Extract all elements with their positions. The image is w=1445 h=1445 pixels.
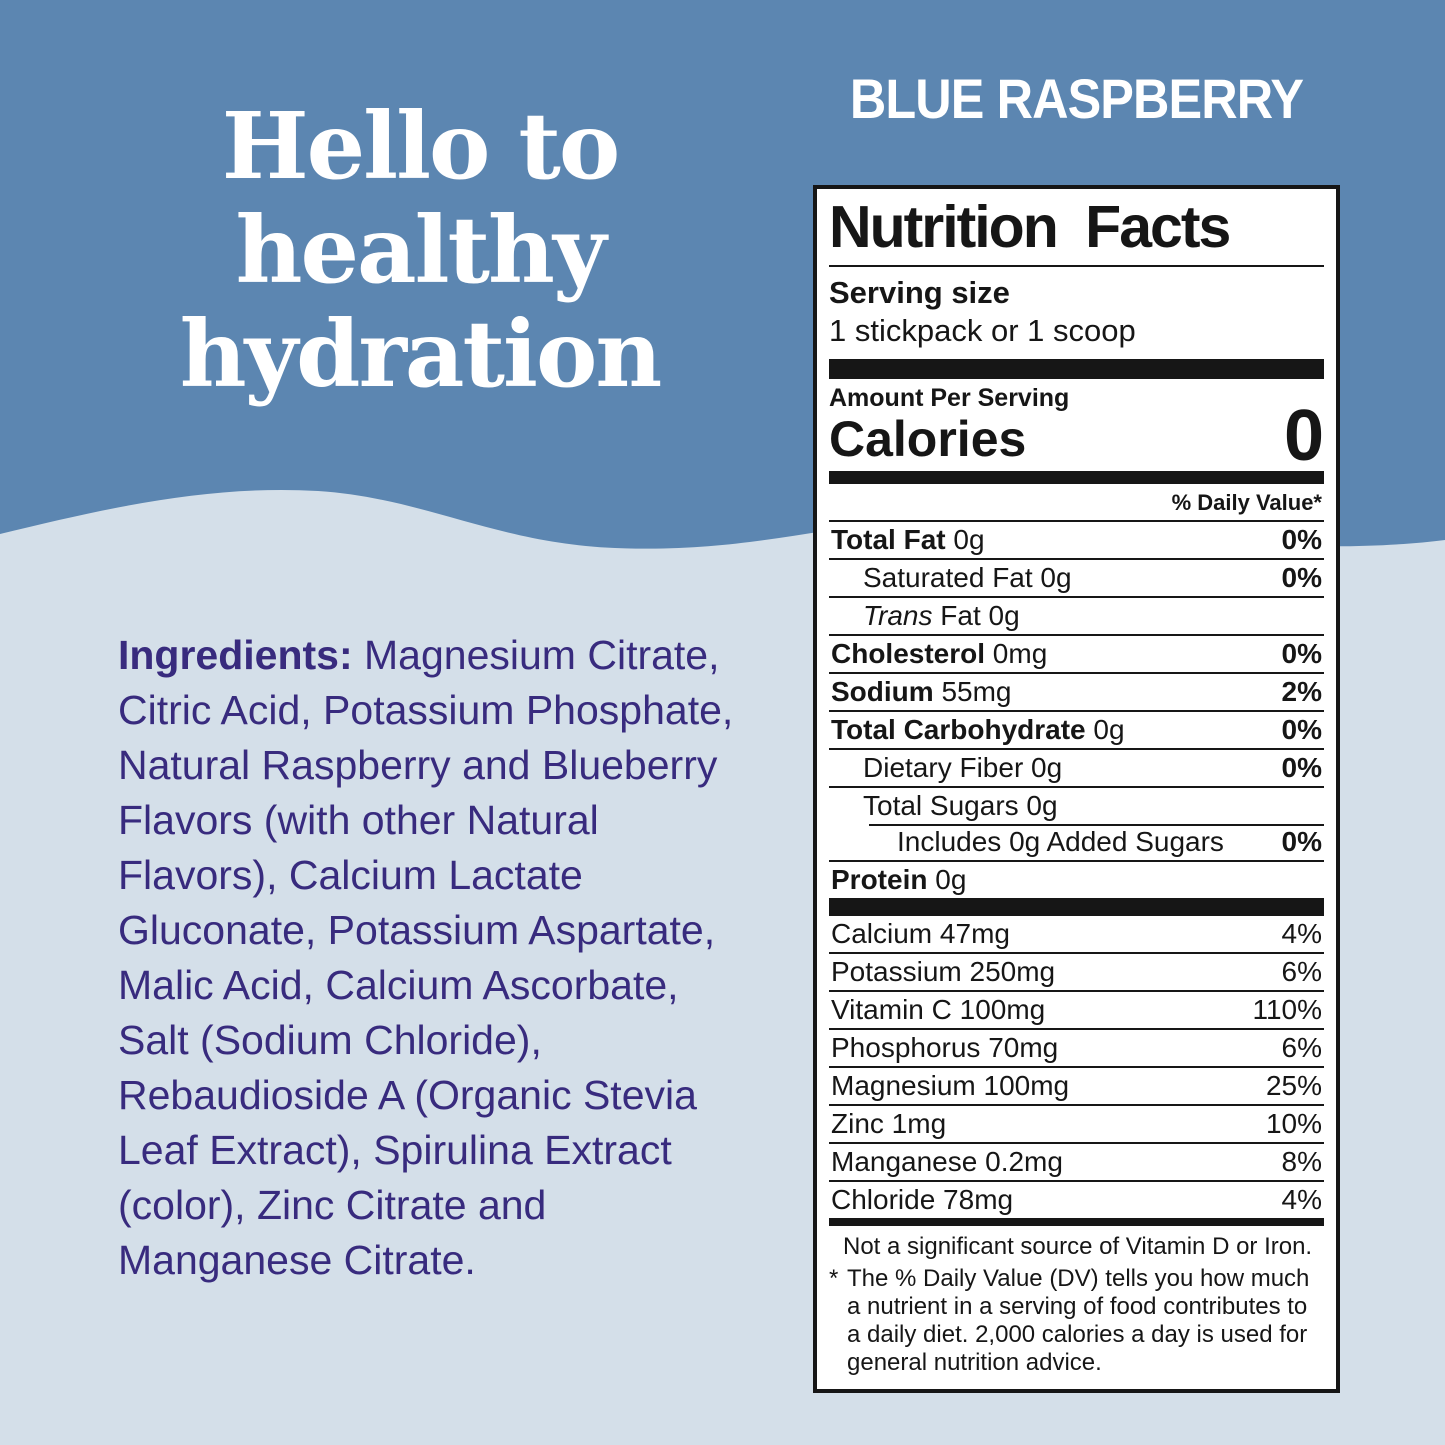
nutrient-name: Includes 0g Added Sugars [897,826,1224,857]
daily-value-percent: 10% [1265,1108,1322,1139]
daily-value-percent: 0% [1281,714,1322,745]
serving-size-label: Serving size [829,275,1010,310]
amount-per-serving-label: Amount Per Serving [829,384,1070,412]
divider-bar-thick [829,898,1324,916]
daily-value-header: % Daily Value* [829,484,1324,522]
nutrient-row: Manganese 0.2mg 8% [829,1142,1324,1180]
nutrient-name: Total Carbohydrate 0g [831,714,1125,745]
daily-value-percent: 2% [1281,676,1322,707]
daily-value-percent: 0% [1281,524,1322,555]
nutrient-row: Cholesterol 0mg 0% [829,634,1324,672]
calories-section: Amount Per Serving Calories 0 [829,379,1324,476]
nutrient-row: Saturated Fat 0g 0% [829,558,1324,596]
serving-size-value: 1 stickpack or 1 scoop [829,313,1136,348]
nutrient-name: Dietary Fiber 0g [863,752,1063,783]
nutrient-name: Trans Fat 0g [863,600,1020,631]
nutrient-row: Total Sugars 0g [829,786,1324,824]
nutrient-name: Potassium 250mg [831,956,1056,987]
nutrient-row: Magnesium 100mg 25% [829,1066,1324,1104]
daily-value-percent: 0% [1281,562,1322,593]
daily-value-percent: 25% [1265,1070,1322,1101]
calories-value: 0 [1283,396,1324,476]
footnote-asterisk: * [829,1265,839,1292]
footnote-daily-value-text: The % Daily Value (DV) tells you how muc… [847,1265,1310,1376]
serving-size-section: Serving size 1 stickpack or 1 scoop [829,267,1324,359]
nutrient-name: Manganese 0.2mg [831,1146,1063,1177]
divider-bar-thick [829,359,1324,379]
ingredients-text: Ingredients: Magnesium Citrate, Citric A… [118,628,743,1288]
nutrient-name: Magnesium 100mg [831,1070,1070,1101]
footnote-daily-value: * The % Daily Value (DV) tells you how m… [829,1262,1324,1377]
daily-value-percent: 6% [1281,956,1322,987]
nutrient-name: Calcium 47mg [831,918,1010,949]
nutrient-name: Sodium 55mg [831,676,1012,707]
nutrient-row: Sodium 55mg 2% [829,672,1324,710]
daily-value-percent: 110% [1252,994,1322,1025]
daily-value-percent: 0% [1281,826,1322,857]
nutrient-row: Chloride 78mg 4% [829,1180,1324,1218]
nutrient-rows: Total Fat 0g 0% Saturated Fat 0g 0% Trans Fa… [829,522,1324,898]
calories-label: Calories [829,411,1027,467]
nutrient-row: Vitamin C 100mg 110% [829,990,1324,1028]
mineral-rows: Calcium 47mg 4% Potassium 250mg 6% Vitamin C… [829,916,1324,1218]
nutrient-row: Phosphorus 70mg 6% [829,1028,1324,1066]
daily-value-percent: 4% [1281,918,1322,949]
daily-value-percent: 6% [1281,1032,1322,1063]
hero-heading: Hello to healthy hydration [55,94,785,406]
nutrient-name: Zinc 1mg [831,1108,947,1139]
nutrient-name: Protein 0g [831,864,967,895]
nutrition-facts-title: Nutrition Facts [829,193,1324,267]
divider-bar-small [829,1218,1324,1226]
daily-value-percent: 8% [1281,1146,1322,1177]
nutrient-row: Protein 0g [829,860,1324,898]
nutrient-name: Total Fat 0g [831,524,985,555]
nutrient-row: Potassium 250mg 6% [829,952,1324,990]
nutrient-name: Total Sugars 0g [863,790,1058,821]
nutrition-facts-label: Nutrition Facts Serving size 1 stickpack… [813,185,1340,1393]
daily-value-percent: 0% [1281,638,1322,669]
footnote-not-significant: Not a significant source of Vitamin D or… [843,1233,1313,1260]
ingredients-list: Magnesium Citrate, Citric Acid, Potassiu… [118,632,734,1283]
flavor-title: BLUE RASPBERRY [849,67,1304,130]
nutrient-row: Dietary Fiber 0g 0% [829,748,1324,786]
nutrient-row: Zinc 1mg 10% [829,1104,1324,1142]
nutrient-name: Cholesterol 0mg [831,638,1048,669]
nutrient-row: Total Fat 0g 0% [829,522,1324,558]
nutrient-name: Saturated Fat 0g [863,562,1072,593]
hero-heading-line: hydration [179,300,662,408]
nutrient-row: Trans Fat 0g [829,596,1324,634]
nutrient-name: Phosphorus 70mg [831,1032,1059,1063]
nutrient-name: Vitamin C 100mg [831,994,1046,1025]
nutrient-row: Includes 0g Added Sugars 0% [829,824,1324,860]
divider-bar-medium [829,471,1324,484]
ingredients-label: Ingredients: [118,632,353,678]
nutrient-row: Total Carbohydrate 0g 0% [829,710,1324,748]
nutrient-name: Chloride 78mg [831,1184,1014,1215]
daily-value-percent: 4% [1281,1184,1322,1215]
hero-heading-line: healthy [235,196,607,304]
nutrient-row: Calcium 47mg 4% [829,916,1324,952]
hero-heading-line: Hello to [221,92,621,200]
daily-value-percent: 0% [1281,752,1322,783]
